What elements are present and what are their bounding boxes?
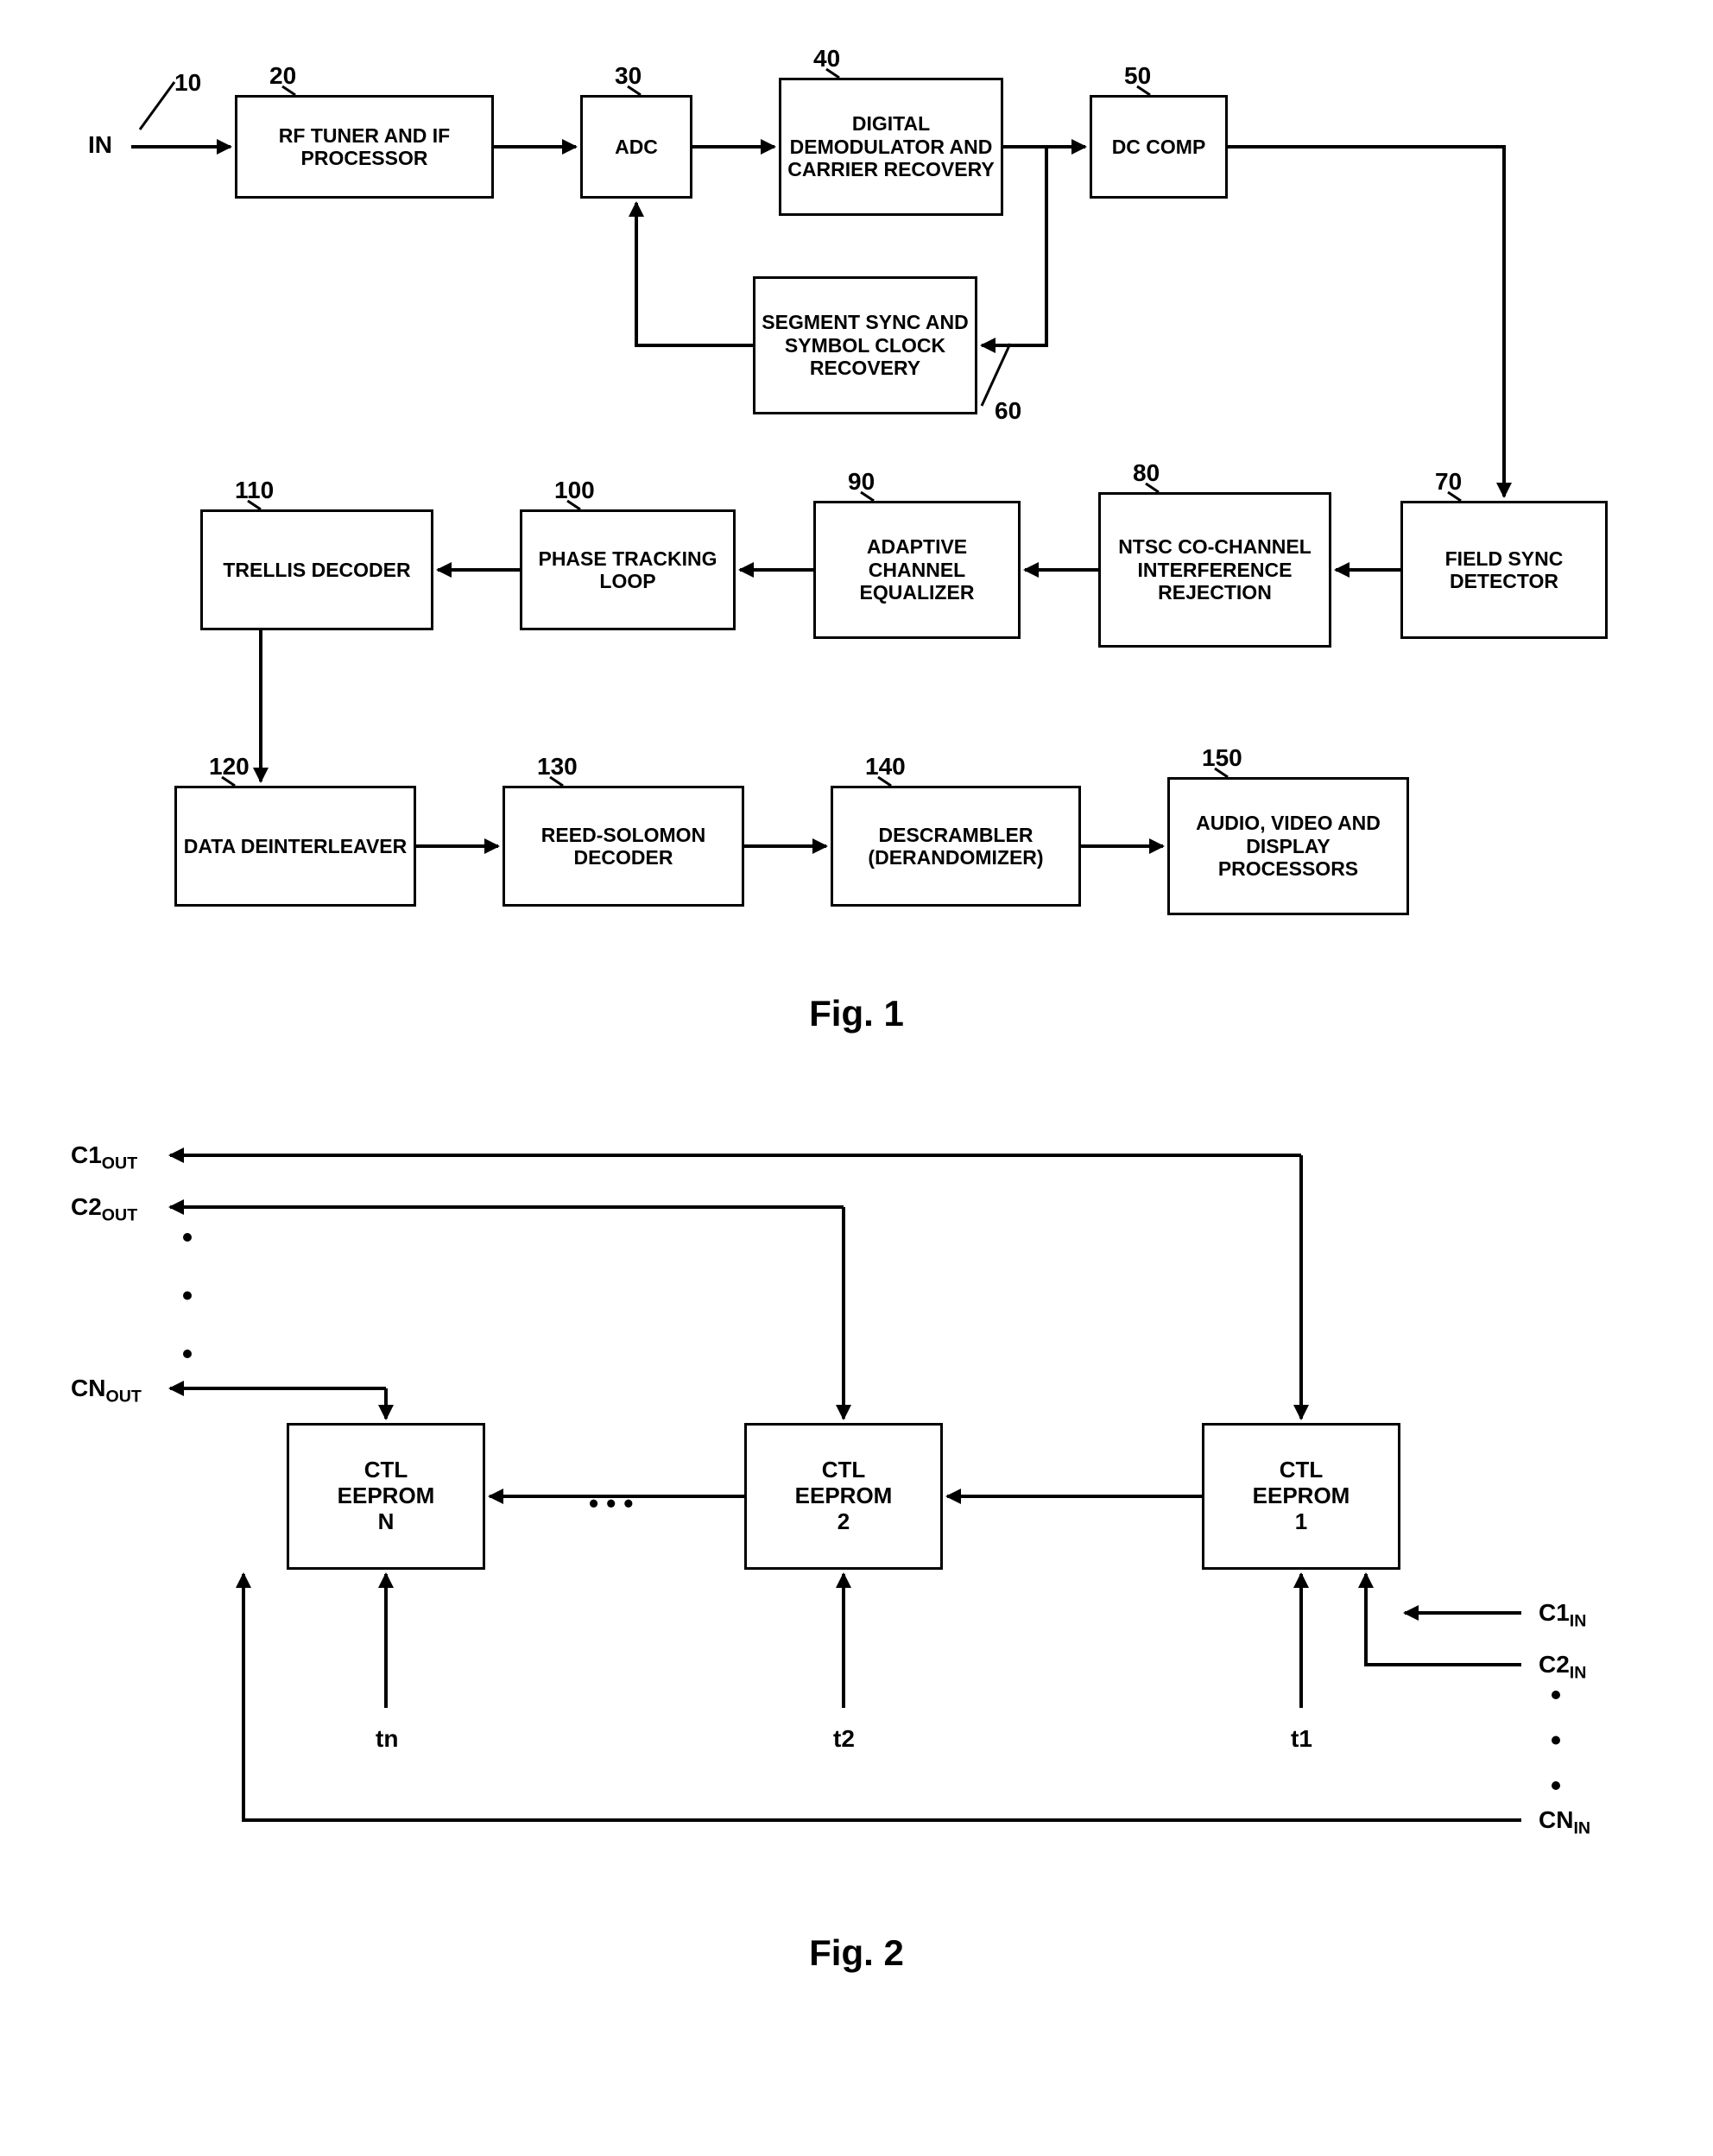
block-50: DC COMP [1090,95,1228,199]
signal-C1IN: C1IN [1539,1599,1586,1632]
ref-100: 100 [554,477,595,504]
ref-60: 60 [995,397,1021,425]
trigger-t2: t2 [833,1725,855,1753]
ref-20: 20 [269,62,296,90]
figure-1: IN 10 60 RF TUNER AND IF PROCESSOR 20 ADC 30 DI… [36,35,1677,941]
signal-CNOUT: CNOUT [71,1375,142,1407]
input-label: IN [88,131,112,159]
fig1-caption: Fig. 1 [35,993,1678,1034]
eeprom-e1: CTLEEPROM1 [1202,1423,1400,1570]
block-130: REED-SOLOMON DECODER [503,786,744,907]
block-140: DESCRAMBLER (DERANDOMIZER) [831,786,1081,907]
block-80: NTSC CO-CHANNEL INTERFERENCE REJECTION [1098,492,1331,648]
ref-10: 10 [174,69,201,97]
eeprom-e2: CTLEEPROM2 [744,1423,943,1570]
block-70: FIELD SYNC DETECTOR [1400,501,1608,639]
block-100: PHASE TRACKING LOOP [520,509,736,630]
block-60: SEGMENT SYNC AND SYMBOL CLOCK RECOVERY [753,276,977,414]
signal-C2IN: C2IN [1539,1651,1586,1684]
fig2-caption: Fig. 2 [35,1932,1678,1974]
figure-2: C1OUT C2OUT CNOUT C1IN C2IN CNIN CTLEEPROMN tn C… [36,1103,1677,1881]
ref-120: 120 [209,753,250,781]
ref-70: 70 [1435,468,1462,496]
ref-30: 30 [615,62,642,90]
signal-C1OUT: C1OUT [71,1141,137,1174]
signal-CNIN: CNIN [1539,1806,1590,1839]
ref-40: 40 [813,45,840,73]
trigger-t1: t1 [1291,1725,1312,1753]
eeprom-eN: CTLEEPROMN [287,1423,485,1570]
ref-90: 90 [848,468,875,496]
block-40: DIGITAL DEMODULATOR AND CARRIER RECOVERY [779,78,1003,216]
ref-50: 50 [1124,62,1151,90]
block-20: RF TUNER AND IF PROCESSOR [235,95,494,199]
trigger-tn: tn [376,1725,398,1753]
block-90: ADAPTIVE CHANNEL EQUALIZER [813,501,1021,639]
block-120: DATA DEINTERLEAVER [174,786,416,907]
block-110: TRELLIS DECODER [200,509,433,630]
ref-140: 140 [865,753,906,781]
ellipsis: • • • [589,1488,633,1520]
ref-130: 130 [537,753,578,781]
ref-80: 80 [1133,459,1160,487]
ref-110: 110 [235,477,274,504]
block-150: AUDIO, VIDEO AND DISPLAY PROCESSORS [1167,777,1409,915]
signal-C2OUT: C2OUT [71,1193,137,1226]
ref-150: 150 [1202,744,1242,772]
block-30: ADC [580,95,692,199]
